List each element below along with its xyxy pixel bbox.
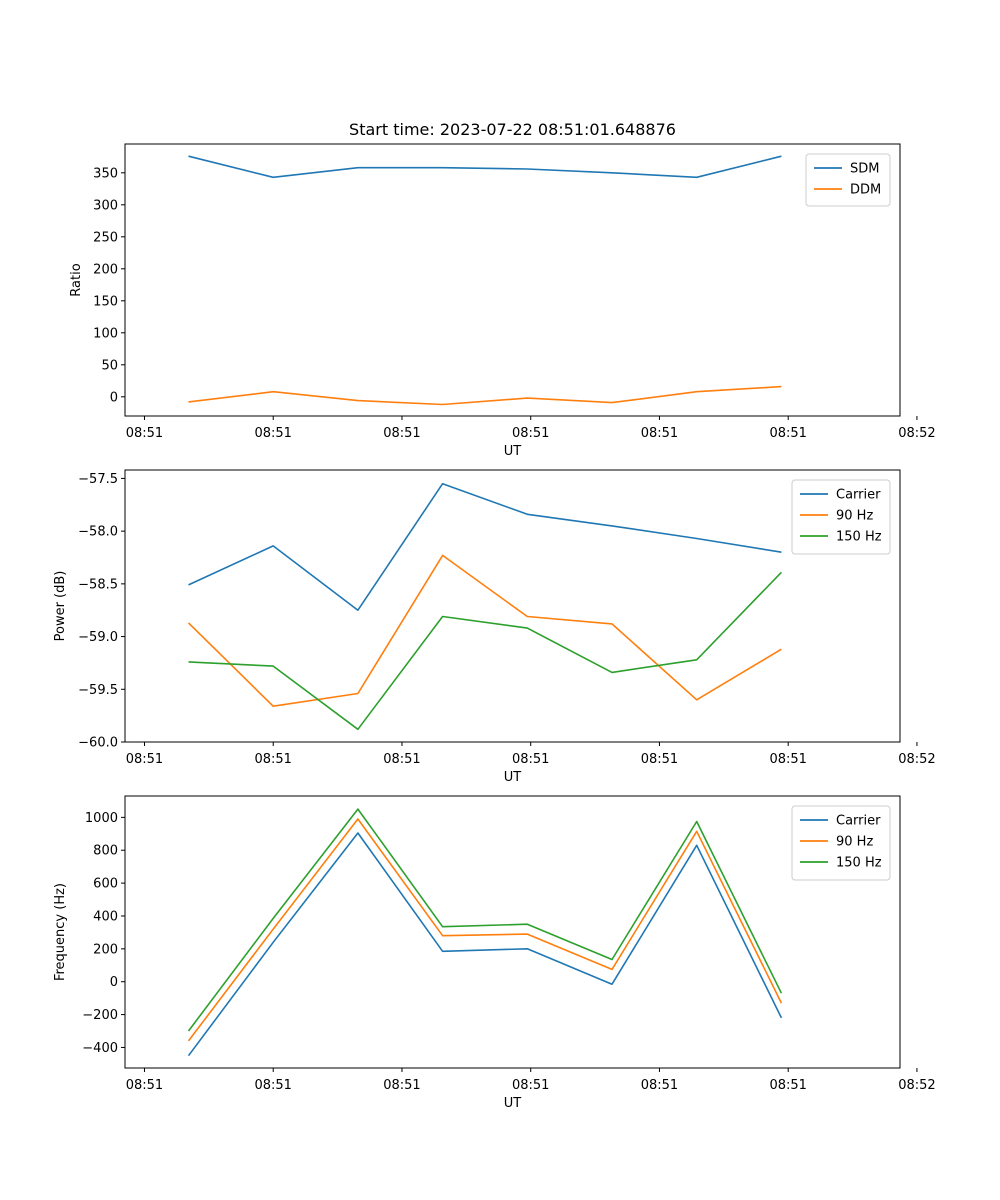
legend-box — [805, 153, 891, 207]
y-tick-label: 350 — [93, 166, 118, 181]
x-tick-label: 08:51 — [383, 426, 420, 441]
legend-label-150-hz: 150 Hz — [836, 856, 882, 871]
series-line-150-hz — [187, 808, 783, 1032]
series-line-carrier — [187, 832, 783, 1057]
y-tick-label: 200 — [93, 942, 118, 957]
series-line-150-hz — [188, 571, 782, 731]
chart-panel-2: 08:51 08:51 08:51 08:51 08:51 08:51 08:52 −60.0… — [53, 469, 936, 785]
series-line-ddm — [188, 385, 782, 406]
x-tick-label: 08:51 — [254, 752, 291, 767]
x-tick-label: 08:51 — [641, 1078, 678, 1093]
x-tick-label: 08:51 — [254, 426, 291, 441]
x-tick-label: 08:51 — [512, 426, 549, 441]
y-tick-label: −59.0 — [78, 630, 118, 645]
x-tick-label: 08:51 — [641, 426, 678, 441]
chart-panel-1: Start time: 2023-07-22 08:51:01.648876 08… — [69, 120, 936, 459]
y-tick-label: 0 — [110, 390, 118, 405]
x-tick-label: 08:51 — [383, 752, 420, 767]
y-tick-label: 100 — [93, 326, 118, 341]
axes-frame — [124, 143, 901, 417]
x-tick-label: 08:51 — [512, 752, 549, 767]
series-line-90-hz — [187, 818, 783, 1042]
y-tick-label: −60.0 — [78, 736, 118, 751]
y-tick-label: 400 — [93, 909, 118, 924]
x-tick-label: 08:51 — [126, 1078, 163, 1093]
y-tick-label: 200 — [93, 262, 118, 277]
legend-label-carrier: Carrier — [836, 814, 881, 829]
x-tick-label: 08:52 — [898, 426, 935, 441]
x-tick-label: 08:51 — [769, 1078, 806, 1093]
y-tick-label: 250 — [93, 230, 118, 245]
y-tick-label: 600 — [93, 877, 118, 892]
x-tick-label: 08:51 — [254, 1078, 291, 1093]
charts: Start time: 2023-07-22 08:51:01.64887608… — [53, 120, 936, 1111]
y-tick-label: 0 — [110, 975, 118, 990]
legend-label-carrier: Carrier — [836, 488, 881, 503]
axes-frame — [124, 469, 901, 743]
series-line-carrier — [188, 482, 782, 612]
y-tick-label: −200 — [82, 1008, 118, 1023]
y-tick-label: 50 — [101, 358, 118, 373]
y-axis-label: Frequency (Hz) — [53, 883, 68, 981]
y-tick-label: 300 — [93, 198, 118, 213]
x-axis-label: UT — [504, 1096, 522, 1111]
axes-frame — [124, 795, 901, 1069]
legend-label-sdm: SDM — [850, 162, 879, 177]
y-tick-label: 1000 — [85, 811, 118, 826]
legend-label-150-hz: 150 Hz — [836, 530, 882, 545]
y-tick-label: −57.5 — [78, 472, 118, 487]
y-tick-label: 150 — [93, 294, 118, 309]
y-tick-label: −58.0 — [78, 525, 118, 540]
legend-label-ddm: DDM — [850, 183, 881, 198]
series-line-sdm — [188, 155, 782, 179]
y-tick-label: −400 — [82, 1041, 118, 1056]
x-tick-label: 08:51 — [383, 1078, 420, 1093]
legend: Carrier 90 Hz 150 Hz — [791, 479, 891, 555]
x-tick-label: 08:51 — [512, 1078, 549, 1093]
x-tick-label: 08:52 — [898, 1078, 935, 1093]
x-tick-label: 08:51 — [641, 752, 678, 767]
legend: Carrier 90 Hz 150 Hz — [791, 805, 891, 881]
chart-panel-3: 08:51 08:51 08:51 08:51 08:51 08:51 08:52 −400 −… — [53, 795, 936, 1111]
chart-title: Start time: 2023-07-22 08:51:01.648876 — [349, 120, 676, 139]
x-tick-label: 08:51 — [126, 752, 163, 767]
x-axis-label: UT — [504, 444, 522, 459]
x-axis-label: UT — [504, 770, 522, 785]
x-tick-label: 08:52 — [898, 752, 935, 767]
x-tick-label: 08:51 — [769, 426, 806, 441]
series-line-90-hz — [187, 554, 782, 708]
legend: SDM DDM — [805, 153, 891, 207]
x-tick-label: 08:51 — [769, 752, 806, 767]
x-tick-label: 08:51 — [126, 426, 163, 441]
y-tick-label: −59.5 — [78, 683, 118, 698]
legend-label-90-hz: 90 Hz — [836, 509, 873, 524]
y-axis-label: Power (dB) — [53, 571, 68, 642]
y-tick-label: 800 — [93, 844, 118, 859]
legend-label-90-hz: 90 Hz — [836, 835, 873, 850]
y-tick-label: −58.5 — [78, 577, 118, 592]
y-axis-label: Ratio — [69, 263, 84, 296]
